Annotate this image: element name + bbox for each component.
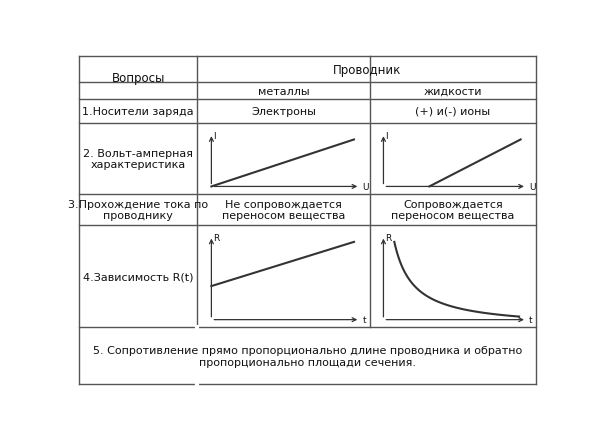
Text: металлы: металлы [257, 87, 309, 97]
Text: Сопровождается
переносом вещества: Сопровождается переносом вещества [391, 199, 515, 221]
Text: 5. Сопротивление прямо пропорционально длине проводника и обратно
пропорциональн: 5. Сопротивление прямо пропорционально д… [93, 345, 522, 367]
Text: U: U [529, 183, 536, 191]
Text: (+) и(-) ионы: (+) и(-) ионы [415, 107, 490, 117]
Text: 2. Вольт-амперная
характеристика: 2. Вольт-амперная характеристика [83, 148, 193, 170]
Text: 3.Прохождение тока по
проводнику: 3.Прохождение тока по проводнику [68, 199, 208, 221]
Text: Проводник: Проводник [332, 64, 401, 76]
Text: t: t [362, 315, 366, 325]
Text: I: I [213, 132, 215, 141]
Text: R: R [385, 234, 391, 243]
Text: Вопросы: Вопросы [112, 72, 165, 85]
Text: R: R [213, 234, 219, 243]
Text: t: t [529, 315, 533, 325]
Text: Не сопровождается
переносом вещества: Не сопровождается переносом вещества [222, 199, 345, 221]
Text: 4.Зависимость R(t): 4.Зависимость R(t) [83, 272, 193, 282]
Text: I: I [385, 132, 388, 141]
Text: жидкости: жидкости [424, 87, 482, 97]
Text: Электроны: Электроны [251, 107, 316, 117]
Text: U: U [362, 183, 369, 191]
Text: 1.Носители заряда: 1.Носители заряда [82, 107, 194, 117]
